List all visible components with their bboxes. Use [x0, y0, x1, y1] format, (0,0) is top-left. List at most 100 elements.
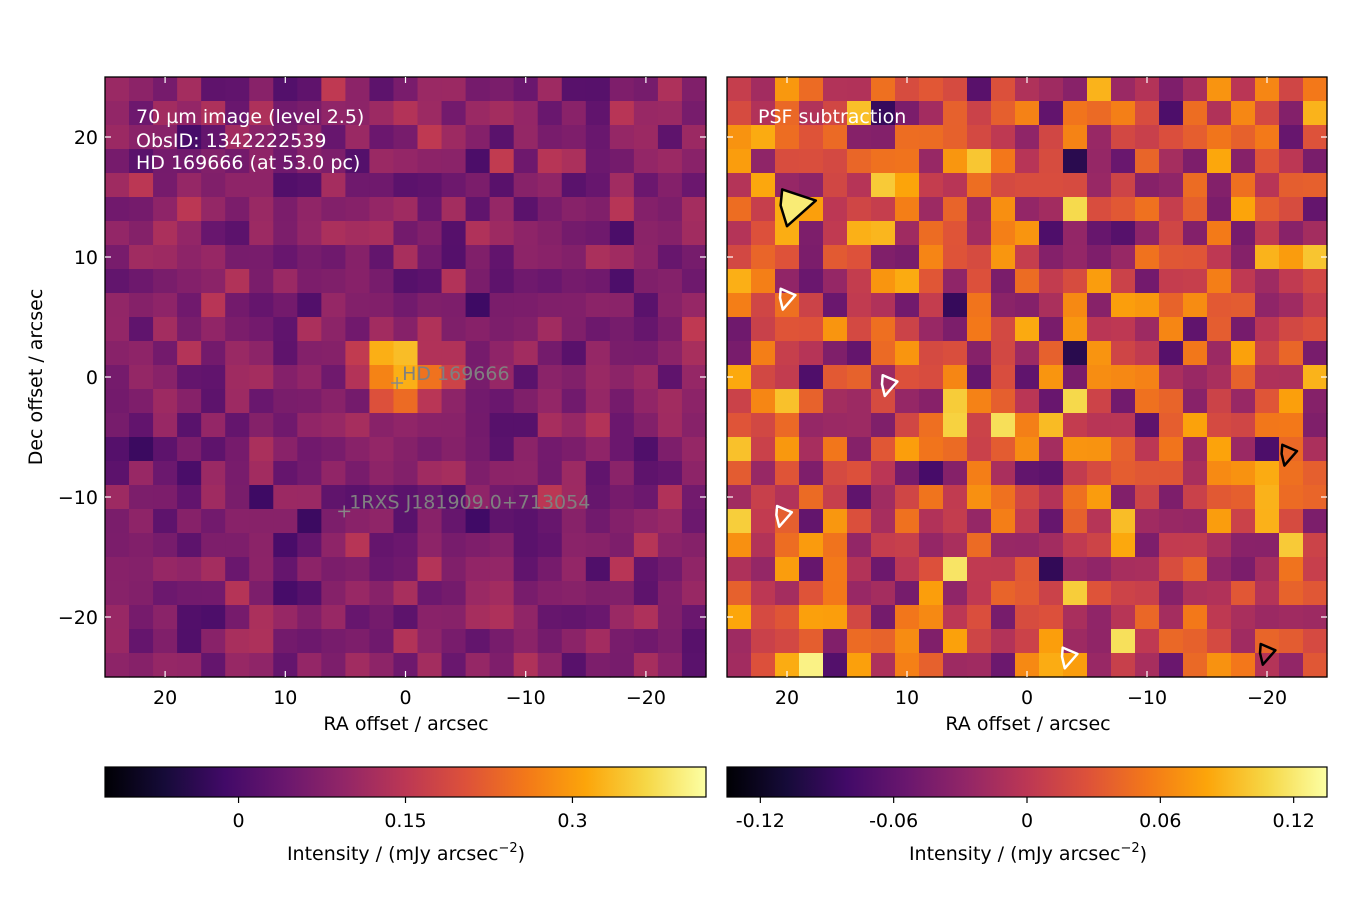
- heatmap-cell: [895, 629, 920, 654]
- heatmap-cell: [609, 653, 635, 678]
- heatmap-cell: [1231, 485, 1256, 510]
- heatmap-cell: [895, 581, 920, 606]
- heatmap-cell: [585, 605, 611, 630]
- heatmap-cell: [967, 461, 992, 486]
- heatmap-cell: [919, 389, 944, 414]
- heatmap-cell: [393, 509, 419, 534]
- heatmap-cell: [561, 317, 587, 342]
- heatmap-cell: [751, 125, 776, 150]
- heatmap-cell: [177, 317, 202, 342]
- heatmap-cell: [1279, 197, 1304, 222]
- heatmap-cell: [297, 365, 322, 390]
- heatmap-cell: [847, 101, 872, 126]
- heatmap-cell: [1135, 245, 1160, 270]
- heatmap-cell: [1255, 413, 1280, 438]
- heatmap-cell: [1111, 125, 1136, 150]
- heatmap-cell: [633, 125, 659, 150]
- heatmap-cell: [823, 389, 848, 414]
- heatmap-cell: [1255, 557, 1280, 582]
- heatmap-cell: [1015, 173, 1040, 198]
- heatmap-cell: [393, 437, 419, 462]
- heatmap-cell: [585, 389, 611, 414]
- heatmap-cell: [561, 269, 587, 294]
- heatmap-cell: [657, 533, 683, 558]
- heatmap-cell: [681, 581, 707, 606]
- heatmap-cell: [417, 461, 443, 486]
- heatmap-cell: [1183, 365, 1208, 390]
- heatmap-cell: [1135, 101, 1160, 126]
- heatmap-cell: [727, 557, 752, 582]
- heatmap-cell: [895, 317, 920, 342]
- heatmap-cell: [417, 533, 443, 558]
- heatmap-cell: [537, 365, 563, 390]
- heatmap-cell: [1039, 533, 1064, 558]
- heatmap-cell: [177, 341, 202, 366]
- heatmap-cell: [1135, 221, 1160, 246]
- heatmap-cell: [297, 653, 322, 678]
- heatmap-cell: [895, 245, 920, 270]
- heatmap-cell: [585, 221, 611, 246]
- y-tick-label: 10: [74, 247, 98, 269]
- heatmap-cell: [393, 149, 419, 174]
- heatmap-cell: [727, 413, 752, 438]
- heatmap-cell: [991, 557, 1016, 582]
- heatmap-cell: [537, 653, 563, 678]
- heatmap-cell: [105, 653, 130, 678]
- heatmap-cell: [1303, 173, 1328, 198]
- heatmap-cell: [585, 101, 611, 126]
- heatmap-cell: [417, 605, 443, 630]
- heatmap-cell: [1087, 485, 1112, 510]
- heatmap-cell: [153, 413, 178, 438]
- heatmap-cell: [441, 101, 467, 126]
- heatmap-cell: [799, 437, 824, 462]
- heatmap-cell: [345, 437, 371, 462]
- heatmap-cell: [129, 461, 154, 486]
- heatmap-cell: [1183, 413, 1208, 438]
- heatmap-cell: [847, 221, 872, 246]
- colorbar-tick-label: 0.15: [384, 810, 426, 832]
- heatmap-cell: [943, 173, 968, 198]
- heatmap-cell: [249, 365, 274, 390]
- heatmap-cell: [129, 629, 154, 654]
- heatmap-cell: [633, 317, 659, 342]
- heatmap-cell: [1279, 125, 1304, 150]
- heatmap-cell: [1039, 413, 1064, 438]
- heatmap-cell: [105, 341, 130, 366]
- heatmap-cell: [1111, 485, 1136, 510]
- heatmap-cell: [633, 629, 659, 654]
- heatmap-cell: [633, 605, 659, 630]
- heatmap-cell: [799, 149, 824, 174]
- heatmap-cell: [465, 149, 491, 174]
- heatmap-cell: [1015, 221, 1040, 246]
- y-tick-label: −20: [58, 607, 98, 629]
- heatmap-cell: [799, 101, 824, 126]
- heatmap-cell: [799, 557, 824, 582]
- heatmap-cell: [633, 485, 659, 510]
- heatmap-cell: [775, 269, 800, 294]
- heatmap-cell: [1087, 173, 1112, 198]
- heatmap-cell: [153, 533, 178, 558]
- heatmap-cell: [249, 173, 274, 198]
- heatmap-cell: [273, 557, 298, 582]
- heatmap-cell: [1279, 293, 1304, 318]
- heatmap-cell: [1255, 461, 1280, 486]
- heatmap-cell: [967, 317, 992, 342]
- heatmap-cell: [561, 149, 587, 174]
- heatmap-cell: [297, 293, 322, 318]
- heatmap-cell: [657, 245, 683, 270]
- heatmap-cell: [727, 509, 752, 534]
- heatmap-cell: [1063, 341, 1088, 366]
- heatmap-cell: [345, 365, 371, 390]
- heatmap-cell: [369, 509, 395, 534]
- heatmap-cell: [1087, 221, 1112, 246]
- heatmap-cell: [1207, 437, 1232, 462]
- heatmap-cell: [297, 389, 322, 414]
- heatmap-cell: [991, 269, 1016, 294]
- heatmap-cell: [1159, 341, 1184, 366]
- heatmap-cell: [177, 125, 202, 150]
- heatmap-cell: [393, 221, 419, 246]
- x-tick-label: −10: [1127, 687, 1167, 709]
- heatmap-cell: [823, 341, 848, 366]
- heatmap-cell: [657, 197, 683, 222]
- heatmap-cell: [321, 533, 346, 558]
